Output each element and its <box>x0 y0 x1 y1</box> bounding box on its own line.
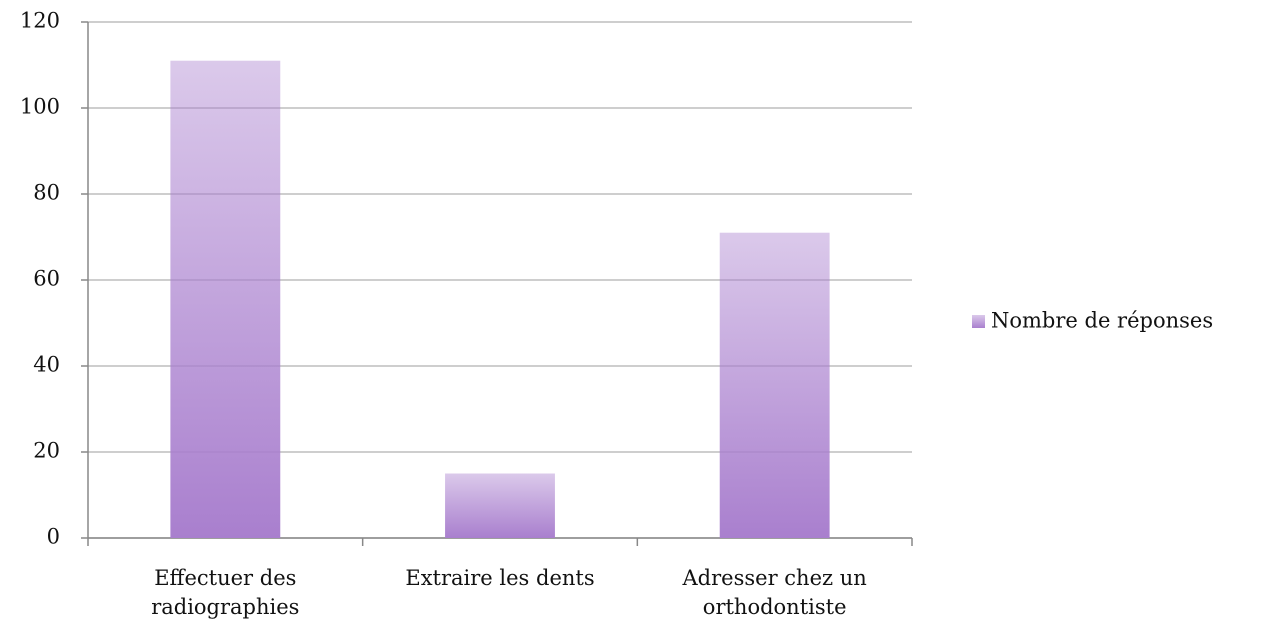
x-tick-label: Adresser chez un orthodontiste <box>682 566 867 619</box>
bar <box>719 232 830 538</box>
legend-label: Nombre de réponses <box>991 309 1213 333</box>
y-tick-label: 100 <box>20 95 60 119</box>
x-tick-label: Effectuer des radiographies <box>151 566 300 619</box>
x-tick-label: Extraire les dents <box>405 566 595 590</box>
bar <box>445 473 555 538</box>
y-tick-label: 20 <box>33 439 60 463</box>
y-tick-label: 120 <box>20 9 60 33</box>
y-tick-label: 60 <box>33 267 60 291</box>
y-tick-label: 80 <box>33 181 60 205</box>
bar <box>170 60 281 538</box>
y-tick-label: 40 <box>33 353 60 377</box>
legend-swatch <box>972 315 985 328</box>
y-tick-label: 0 <box>47 525 60 549</box>
